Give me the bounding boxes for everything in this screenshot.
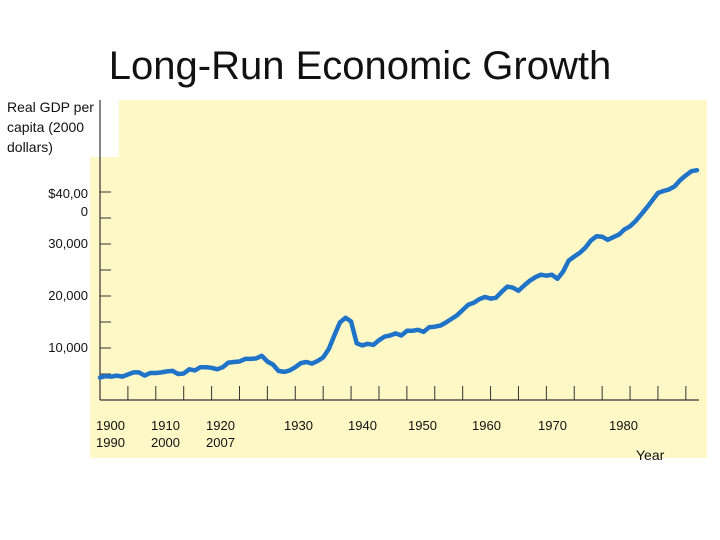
- x-tick-label: 1920 2007: [206, 418, 235, 450]
- x-tick-label: 1910 2000: [151, 418, 180, 450]
- series-line-gdp-per-capita: [97, 167, 700, 380]
- x-tick-marks: [127, 386, 687, 400]
- y-tick-label: 30,000: [48, 236, 88, 251]
- y-tick-label: 10,000: [48, 340, 88, 355]
- x-tick-label: 1970: [538, 418, 567, 433]
- chart-title: Long-Run Economic Growth: [108, 44, 612, 88]
- x-axis-label: Year: [636, 447, 665, 463]
- x-tick-label: 1930: [284, 418, 313, 433]
- y-tick-marks: [100, 191, 111, 375]
- x-tick-label: 1980: [609, 418, 638, 433]
- x-tick-label: 1900 1990: [96, 418, 125, 450]
- plot-background: [90, 100, 707, 458]
- x-tick-label: 1940: [348, 418, 377, 433]
- y-tick-label: 20,000: [48, 288, 88, 303]
- y-tick-label: $40,00 0: [48, 186, 88, 219]
- x-tick-label: 1950: [408, 418, 437, 433]
- x-tick-label: 1960: [472, 418, 501, 433]
